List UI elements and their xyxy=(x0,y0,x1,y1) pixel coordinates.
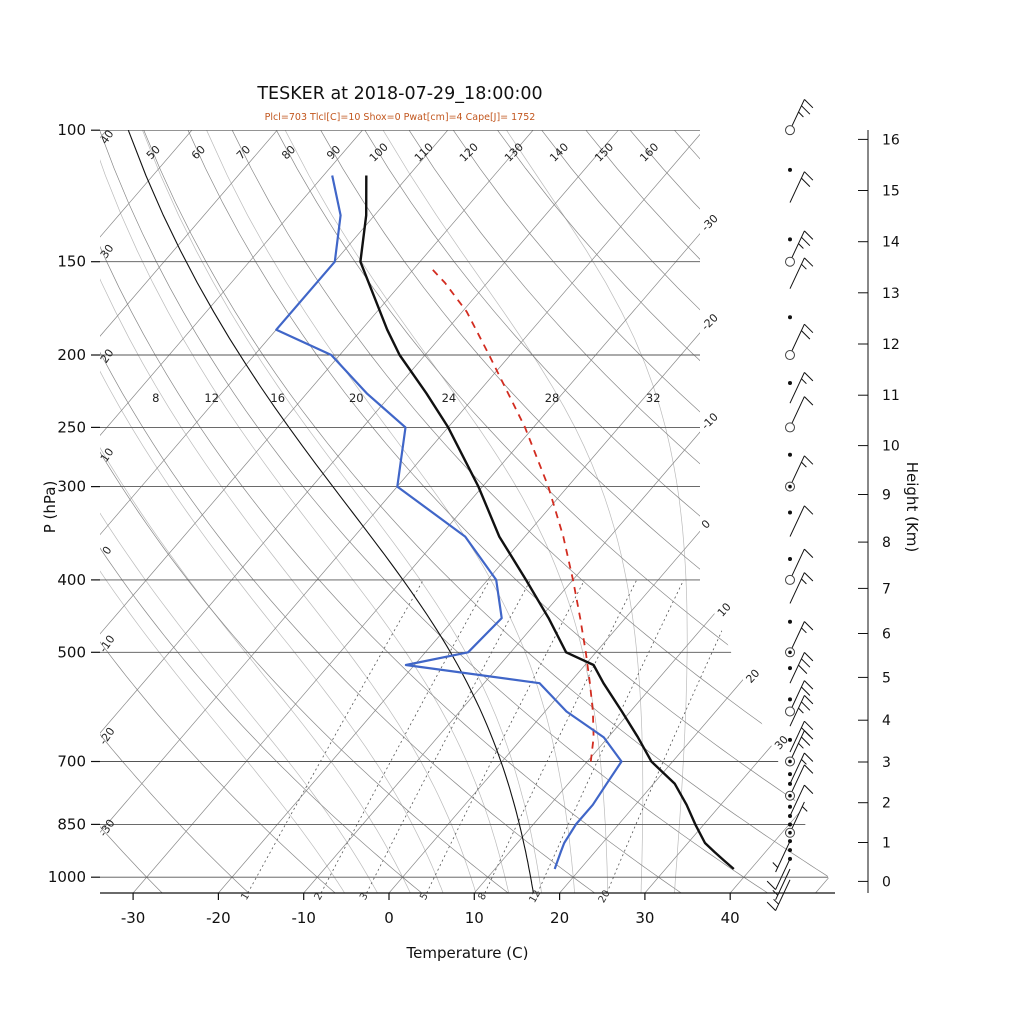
svg-text:80: 80 xyxy=(279,143,298,162)
svg-text:150: 150 xyxy=(592,141,616,165)
height-axis-title: Height (Km) xyxy=(903,461,921,553)
svg-text:15: 15 xyxy=(882,184,900,200)
temperature-axis-title: Temperature (C) xyxy=(406,944,529,962)
svg-text:2: 2 xyxy=(313,891,326,902)
svg-text:200: 200 xyxy=(57,346,86,364)
svg-text:-10: -10 xyxy=(97,633,118,655)
svg-text:30: 30 xyxy=(98,242,117,261)
svg-text:0: 0 xyxy=(882,874,891,890)
svg-text:30: 30 xyxy=(635,909,654,927)
svg-text:16: 16 xyxy=(882,132,900,148)
svg-text:110: 110 xyxy=(412,141,436,165)
svg-text:40: 40 xyxy=(721,909,740,927)
svg-text:60: 60 xyxy=(189,143,208,162)
svg-text:14: 14 xyxy=(882,235,900,251)
svg-text:-20: -20 xyxy=(699,311,721,333)
svg-text:32: 32 xyxy=(646,391,661,405)
svg-text:1000: 1000 xyxy=(48,868,86,886)
svg-text:90: 90 xyxy=(324,143,343,162)
svg-text:20: 20 xyxy=(597,888,613,905)
svg-text:-10: -10 xyxy=(291,909,316,927)
svg-text:150: 150 xyxy=(57,253,86,271)
svg-text:16: 16 xyxy=(270,391,285,405)
parcel-trace-line xyxy=(428,265,595,762)
svg-text:11: 11 xyxy=(882,388,900,404)
svg-text:-30: -30 xyxy=(699,212,721,234)
svg-text:2: 2 xyxy=(882,796,891,812)
svg-text:3: 3 xyxy=(882,755,891,771)
svg-text:28: 28 xyxy=(545,391,560,405)
svg-text:30: 30 xyxy=(772,733,791,752)
pressure-axis-title: P (hPa) xyxy=(41,480,59,534)
svg-text:1: 1 xyxy=(239,891,252,902)
svg-text:50: 50 xyxy=(144,143,163,162)
svg-text:140: 140 xyxy=(547,141,571,165)
svg-text:24: 24 xyxy=(442,391,457,405)
svg-text:3: 3 xyxy=(358,891,371,902)
svg-text:700: 700 xyxy=(57,752,86,770)
svg-text:10: 10 xyxy=(882,439,900,455)
svg-text:-20: -20 xyxy=(97,725,118,747)
svg-text:5: 5 xyxy=(882,670,891,686)
svg-text:300: 300 xyxy=(57,478,86,496)
svg-text:100: 100 xyxy=(367,141,391,165)
svg-text:12: 12 xyxy=(204,391,219,405)
svg-text:8: 8 xyxy=(476,891,489,902)
dewpoint-line xyxy=(275,175,623,870)
svg-text:100: 100 xyxy=(57,121,86,139)
svg-text:20: 20 xyxy=(98,347,117,366)
svg-text:1: 1 xyxy=(882,836,891,852)
svg-text:0: 0 xyxy=(100,544,115,557)
svg-text:7: 7 xyxy=(882,581,891,597)
svg-text:160: 160 xyxy=(637,141,661,165)
svg-text:0: 0 xyxy=(384,909,394,927)
aux-moist-adiabat-line xyxy=(127,130,534,893)
svg-text:5: 5 xyxy=(418,891,431,902)
grid-lines xyxy=(100,130,835,893)
temperature-line xyxy=(359,175,735,870)
svg-text:400: 400 xyxy=(57,571,86,589)
svg-text:-20: -20 xyxy=(206,909,231,927)
svg-text:0: 0 xyxy=(699,517,713,531)
svg-text:8: 8 xyxy=(882,535,891,551)
svg-text:20: 20 xyxy=(349,391,364,405)
svg-text:130: 130 xyxy=(502,141,526,165)
svg-text:9: 9 xyxy=(882,488,891,504)
svg-text:20: 20 xyxy=(743,667,762,686)
chart-subtitle: Plcl=703 Tlcl[C]=10 Shox=0 Pwat[cm]=4 Ca… xyxy=(264,112,536,123)
chart-title: TESKER at 2018-07-29_18:00:00 xyxy=(257,84,543,104)
svg-text:6: 6 xyxy=(882,626,891,642)
svg-text:250: 250 xyxy=(57,418,86,436)
svg-text:13: 13 xyxy=(882,286,900,302)
svg-text:850: 850 xyxy=(57,815,86,833)
svg-text:4: 4 xyxy=(882,713,891,729)
svg-text:12: 12 xyxy=(882,337,900,353)
svg-text:12: 12 xyxy=(527,888,543,905)
svg-text:20: 20 xyxy=(550,909,569,927)
wind-barbs xyxy=(766,99,814,911)
svg-text:-30: -30 xyxy=(97,817,118,839)
svg-text:-10: -10 xyxy=(699,410,721,432)
profiles xyxy=(127,130,735,893)
svg-text:10: 10 xyxy=(465,909,484,927)
svg-text:500: 500 xyxy=(57,643,86,661)
svg-text:70: 70 xyxy=(234,143,253,162)
svg-text:8: 8 xyxy=(152,391,159,405)
svg-text:10: 10 xyxy=(715,600,734,619)
svg-text:-30: -30 xyxy=(121,909,146,927)
svg-text:120: 120 xyxy=(457,141,481,165)
